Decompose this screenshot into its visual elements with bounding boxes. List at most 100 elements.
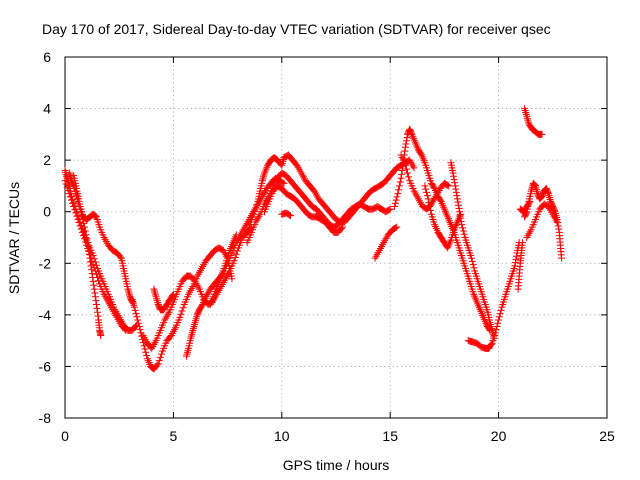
data-point-trace-b bbox=[73, 212, 81, 220]
data-point-trace-o bbox=[430, 183, 438, 191]
data-point-trace-r bbox=[452, 185, 460, 193]
data-point-trace-b bbox=[92, 270, 100, 278]
data-point-trace-s bbox=[492, 326, 500, 334]
y-tick-label: 6 bbox=[43, 49, 51, 65]
data-point-trace-o bbox=[395, 182, 403, 190]
data-point-trace-o bbox=[403, 134, 411, 142]
data-point-trace-r bbox=[470, 264, 478, 272]
data-point-trace-n bbox=[393, 223, 401, 231]
data-point-trace-b bbox=[76, 222, 84, 230]
data-point-trace-u bbox=[538, 130, 546, 138]
data-point-trace-c bbox=[86, 254, 94, 262]
data-point-trace-o bbox=[396, 178, 404, 186]
data-point-trace-e bbox=[228, 275, 236, 283]
chart-title: Day 170 of 2017, Sidereal Day-to-day VTE… bbox=[42, 21, 551, 37]
data-point-trace-r bbox=[456, 208, 464, 216]
data-point-trace-c bbox=[80, 219, 88, 227]
data-point-trace-c bbox=[81, 223, 89, 231]
data-point-trace-u bbox=[521, 105, 529, 113]
data-point-trace-o bbox=[392, 196, 400, 204]
data-point-trace-g bbox=[153, 295, 161, 303]
data-point-trace-f bbox=[231, 253, 239, 261]
data-point-trace-r bbox=[455, 204, 463, 212]
data-point-trace-l bbox=[339, 223, 347, 231]
y-tick-label: 0 bbox=[43, 204, 51, 220]
data-point-trace-c bbox=[83, 235, 91, 243]
data-point-trace-l bbox=[337, 224, 345, 232]
data-point-trace-c bbox=[85, 250, 93, 258]
data-point-trace-u bbox=[522, 108, 530, 116]
data-point-trace-s bbox=[496, 310, 504, 318]
data-point-trace-e bbox=[156, 353, 164, 361]
data-point-trace-q bbox=[424, 195, 432, 203]
data-point-trace-f bbox=[232, 250, 240, 258]
y-tick-label: -8 bbox=[39, 410, 52, 426]
data-point-trace-s bbox=[512, 252, 520, 260]
data-point-trace-j bbox=[410, 164, 418, 172]
data-point-trace-s bbox=[493, 322, 501, 330]
data-point-trace-d bbox=[125, 289, 133, 297]
data-point-trace-o bbox=[401, 147, 409, 155]
data-point-trace-o bbox=[436, 196, 444, 204]
data-point-trace-h bbox=[189, 324, 197, 332]
data-point-trace-s bbox=[495, 316, 503, 324]
data-point-trace-h bbox=[279, 179, 287, 187]
data-point-trace-m bbox=[285, 211, 293, 219]
data-point-trace-h bbox=[187, 332, 195, 340]
data-point-trace-v bbox=[530, 181, 538, 189]
data-point-trace-j bbox=[259, 173, 267, 181]
data-point-trace-p bbox=[404, 169, 412, 177]
data-point-trace-h bbox=[191, 319, 199, 327]
data-point-trace-v bbox=[554, 222, 562, 230]
data-point-trace-c bbox=[72, 191, 80, 199]
data-point-trace-u bbox=[521, 107, 529, 115]
data-point-trace-h bbox=[192, 317, 200, 325]
data-point-trace-o bbox=[397, 174, 405, 182]
data-point-trace-x bbox=[525, 199, 533, 207]
data-point-trace-s bbox=[495, 313, 503, 321]
plot-frame bbox=[64, 56, 608, 419]
data-point-trace-q bbox=[427, 206, 435, 214]
data-point-trace-c bbox=[93, 304, 101, 312]
data-point-trace-v bbox=[555, 225, 563, 233]
data-point-trace-c bbox=[94, 308, 102, 316]
data-point-trace-s bbox=[491, 329, 499, 337]
data-point-trace-q bbox=[422, 185, 430, 193]
data-point-trace-e bbox=[157, 350, 165, 358]
data-point-trace-j bbox=[251, 207, 259, 215]
data-point-trace-d bbox=[92, 212, 100, 220]
data-point-trace-p bbox=[401, 161, 409, 169]
data-point-trace-c bbox=[85, 246, 93, 254]
data-point-trace-b bbox=[66, 193, 74, 201]
data-point-trace-o bbox=[394, 190, 402, 198]
data-point-trace-w bbox=[553, 218, 561, 226]
data-point-trace-c bbox=[89, 273, 97, 281]
data-point-trace-u bbox=[524, 116, 532, 124]
data-point-trace-r bbox=[468, 257, 476, 265]
data-point-trace-s bbox=[497, 306, 505, 314]
data-point-trace-r bbox=[457, 214, 465, 222]
data-point-trace-r bbox=[451, 179, 459, 187]
data-point-trace-e bbox=[177, 310, 185, 318]
x-tick-label: 5 bbox=[170, 428, 178, 444]
data-point-trace-c bbox=[94, 312, 102, 320]
data-point-trace-g bbox=[151, 289, 159, 297]
data-point-trace-c bbox=[91, 293, 99, 301]
data-point-trace-h bbox=[191, 321, 199, 329]
data-points bbox=[61, 105, 565, 373]
data-point-trace-j bbox=[259, 175, 267, 183]
data-point-trace-c bbox=[90, 281, 98, 289]
data-point-trace-e bbox=[179, 304, 187, 312]
data-point-trace-o bbox=[391, 203, 399, 211]
data-point-trace-c bbox=[90, 285, 98, 293]
data-point-trace-u bbox=[523, 112, 531, 120]
data-point-trace-h bbox=[184, 346, 192, 354]
data-point-trace-q bbox=[423, 192, 431, 200]
x-tick-label: 25 bbox=[599, 428, 615, 444]
data-point-trace-b bbox=[122, 326, 130, 334]
data-point-trace-p bbox=[444, 181, 452, 189]
data-point-trace-q bbox=[425, 199, 433, 207]
x-tick-label: 0 bbox=[61, 428, 69, 444]
data-point-trace-c bbox=[88, 270, 96, 278]
data-point-trace-b bbox=[64, 186, 72, 194]
